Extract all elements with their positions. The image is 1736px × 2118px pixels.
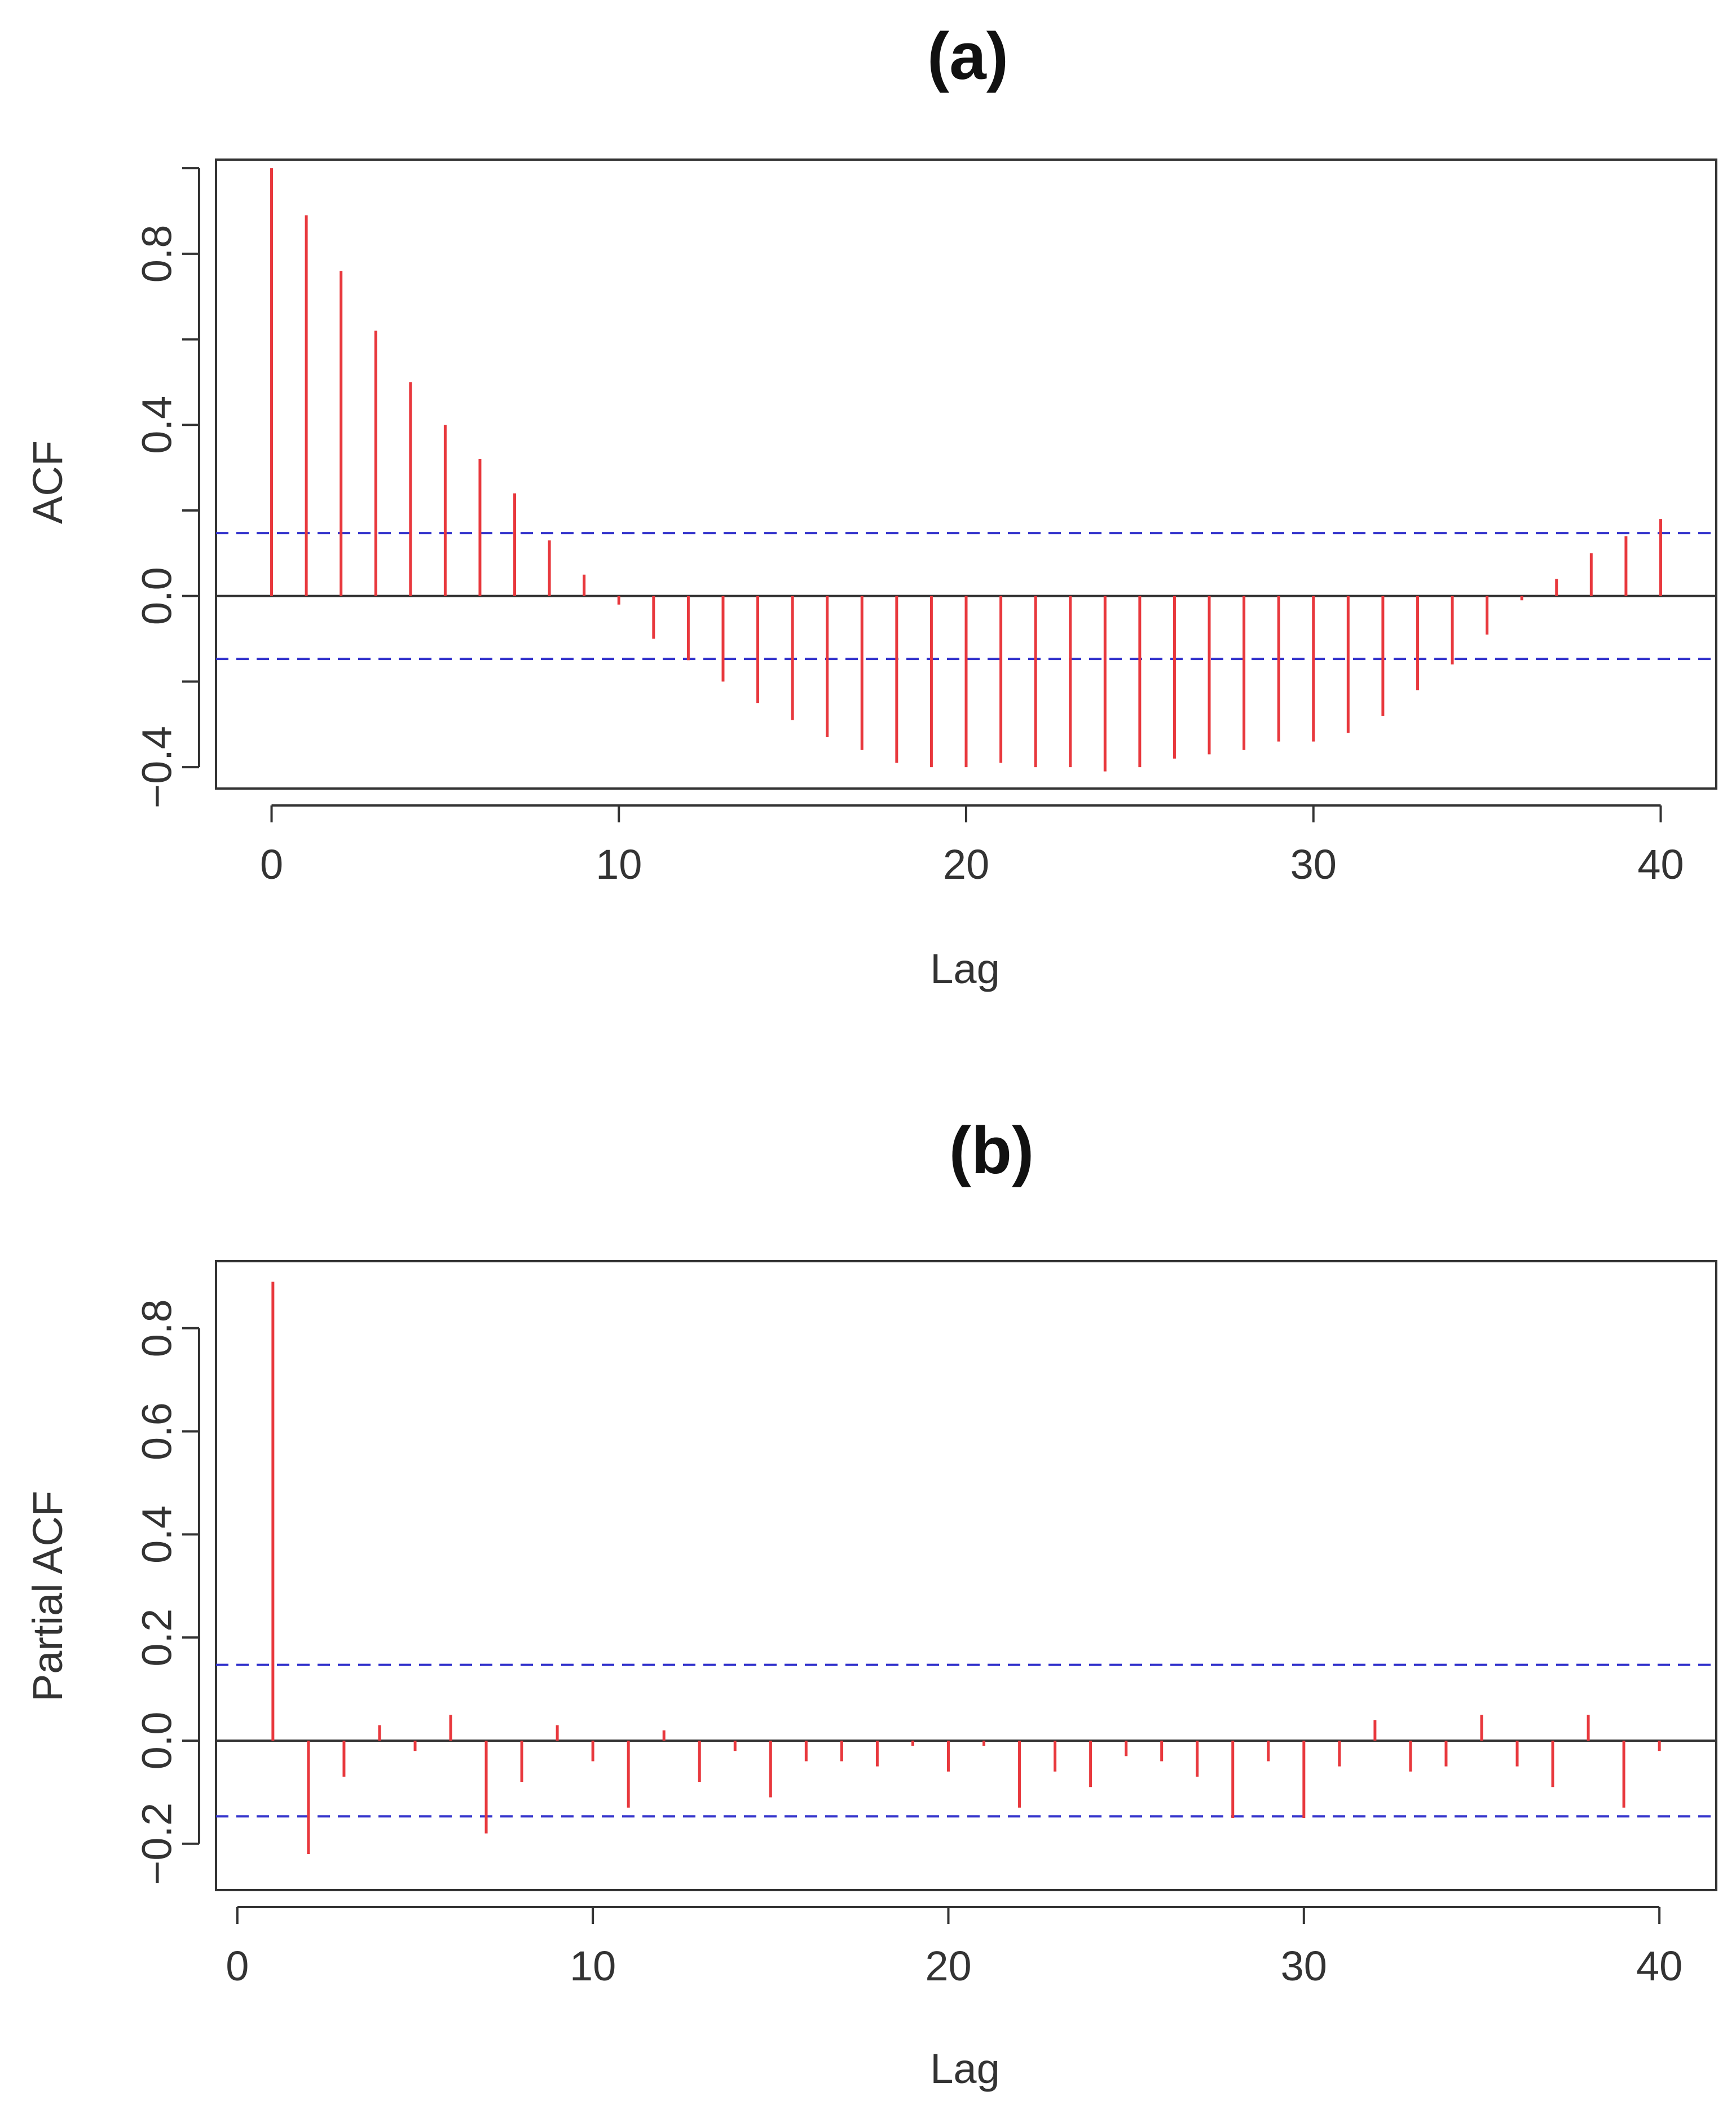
acf-y-tick-label-6: 0.8 <box>134 224 180 283</box>
pacf-x-tick-label-30: 30 <box>1281 1943 1327 1989</box>
pacf-y-tick-label-0: −0.2 <box>134 1803 180 1885</box>
pacf-confidence-bounds <box>216 1663 1716 1818</box>
acf-panel: (a) 0 10 20 30 40 −0.4 0.0 0.4 0.8 Lag ACF <box>24 19 1717 992</box>
acf-y-tick-label-0: −0.4 <box>134 726 180 808</box>
pacf-y-tick-label-1: 0.0 <box>134 1712 180 1770</box>
pacf-x-tick-label-10: 10 <box>570 1943 616 1989</box>
pacf-panel: (b) 0 10 20 30 40 −0.2 0.0 0.2 0.4 0.6 0.8 Lag Pa… <box>24 1113 1717 2092</box>
pacf-x-tick-label-0: 0 <box>226 1943 249 1989</box>
acf-x-axis: 0 10 20 30 40 <box>260 804 1684 888</box>
pacf-x-axis-label: Lag <box>930 2045 999 2092</box>
pacf-plot-frame <box>215 1260 1717 1891</box>
pacf-x-tick-label-40: 40 <box>1636 1943 1682 1989</box>
pacf-y-axis-label: Partial ACF <box>24 1491 71 1702</box>
pacf-y-tick-label-2: 0.2 <box>134 1609 180 1667</box>
pacf-y-tick-label-3: 0.4 <box>134 1505 180 1564</box>
pacf-panel-title: (b) <box>949 1113 1034 1188</box>
acf-y-axis-label: ACF <box>24 441 71 524</box>
pacf-x-tick-label-20: 20 <box>925 1943 971 1989</box>
pacf-y-tick-label-4: 0.6 <box>134 1402 180 1460</box>
acf-y-tick-label-2: 0.0 <box>134 567 180 625</box>
acf-plot-frame <box>215 158 1717 790</box>
acf-bars <box>270 168 1662 772</box>
acf-y-tick-label-4: 0.4 <box>134 396 180 454</box>
pacf-y-axis: −0.2 0.0 0.2 0.4 0.6 0.8 <box>134 1299 200 1885</box>
acf-x-tick-label-20: 20 <box>943 841 989 888</box>
acf-x-tick-label-30: 30 <box>1290 841 1337 888</box>
acf-confidence-bounds <box>216 532 1716 661</box>
pacf-x-axis: 0 10 20 30 40 <box>226 1906 1682 1989</box>
acf-x-tick-label-0: 0 <box>260 841 283 888</box>
acf-x-tick-label-10: 10 <box>596 841 642 888</box>
pacf-y-tick-label-5: 0.8 <box>134 1299 180 1357</box>
acf-x-axis-label: Lag <box>930 945 999 992</box>
acf-panel-title: (a) <box>927 19 1008 94</box>
acf-x-tick-label-40: 40 <box>1637 841 1684 888</box>
pacf-bars <box>271 1282 1661 1855</box>
acf-y-axis: −0.4 0.0 0.4 0.8 <box>134 167 200 808</box>
